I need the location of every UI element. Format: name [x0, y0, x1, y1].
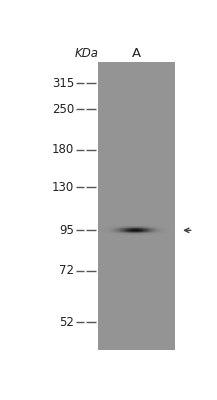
Text: 52: 52	[59, 316, 74, 329]
Text: KDa: KDa	[74, 47, 98, 60]
Text: A: A	[132, 47, 141, 60]
Text: 95: 95	[59, 224, 74, 237]
Text: 315: 315	[52, 77, 74, 90]
Text: 180: 180	[52, 143, 74, 156]
Text: 250: 250	[52, 103, 74, 116]
Text: 72: 72	[59, 264, 74, 277]
Bar	[98, 62, 175, 350]
Text: 130: 130	[52, 181, 74, 194]
